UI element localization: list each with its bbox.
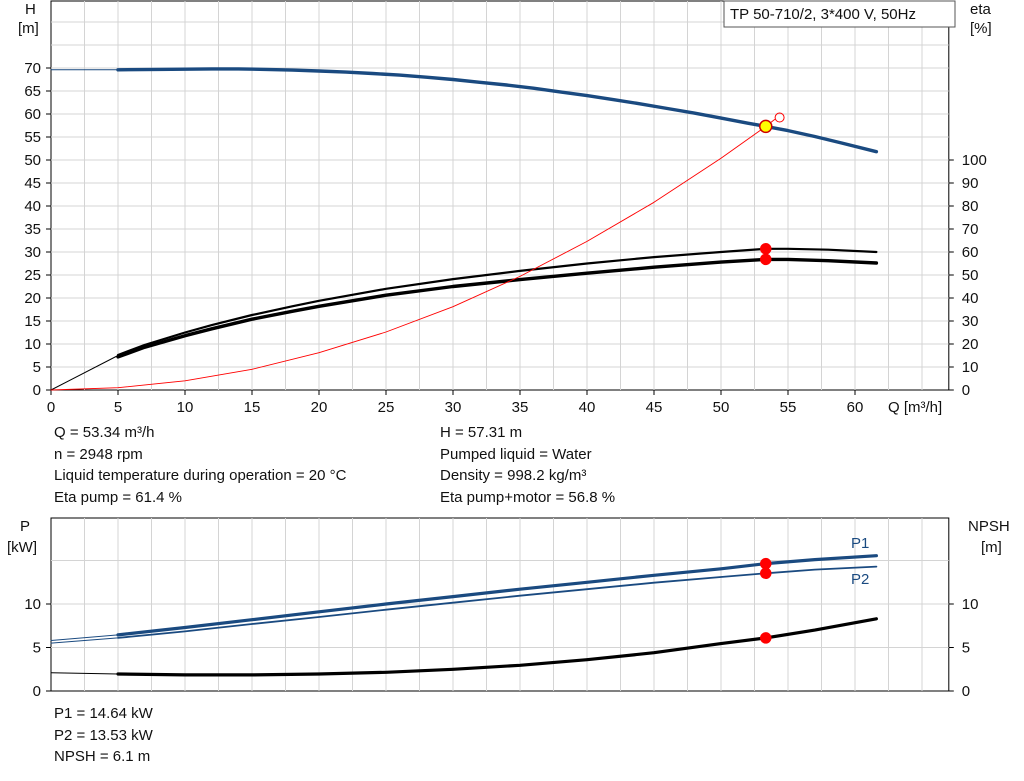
- y-tick-label-left: 10: [24, 336, 41, 353]
- series-line-system-curve: [50, 119, 776, 391]
- series-line-eta-total: [116, 257, 879, 359]
- x-tick-label: 55: [780, 399, 797, 416]
- y-tick-label-right: 30: [962, 313, 979, 330]
- x-tick-label: 25: [378, 399, 395, 416]
- x-tick-label: 0: [47, 399, 55, 416]
- y-axis-label-right-bottom: NPSH: [968, 518, 1010, 535]
- y-tick-label-left: 20: [24, 290, 41, 307]
- y-tick-label-left: 65: [24, 83, 41, 100]
- y-tick-label-left: 0: [33, 382, 41, 399]
- operating-point-bottom: [760, 557, 772, 570]
- series-line-eta-pump: [116, 247, 878, 357]
- y-tick-label-right: 0: [962, 382, 970, 399]
- y-tick-label-right-bottom: 0: [962, 683, 970, 700]
- y-tick-label-right: 60: [962, 244, 979, 261]
- y-tick-label-right: 90: [962, 175, 979, 192]
- y-tick-label-left: 55: [24, 129, 41, 146]
- series-line-P2-ext: [50, 637, 119, 644]
- y-tick-label-left: 70: [24, 60, 41, 77]
- readouts-bottom: P1 = 14.64 kW P2 = 13.53 kW NPSH = 6.1 m: [54, 703, 153, 768]
- operating-point-top: [760, 243, 772, 255]
- series-line-H: [116, 67, 879, 154]
- readout-speed: n = 2948 rpm: [54, 445, 143, 463]
- y-axis-label-right-bottom-unit: [m]: [981, 539, 1002, 556]
- y-tick-label-left: 60: [24, 106, 41, 123]
- y-tick-label-left: 40: [24, 198, 41, 215]
- y-tick-label-left-bottom: 5: [33, 640, 41, 657]
- y-tick-label-left: 25: [24, 267, 41, 284]
- y-axis-label-left-bottom: P: [20, 518, 30, 535]
- x-tick-label: 45: [646, 399, 663, 416]
- y-tick-label-left: 50: [24, 152, 41, 169]
- y-axis-label-left: H: [25, 1, 36, 18]
- title-box: [723, 0, 956, 28]
- x-tick-label: 35: [512, 399, 529, 416]
- series-line-eta-ext: [50, 355, 119, 391]
- y-tick-label-right: 70: [962, 221, 979, 238]
- y-tick-label-right-bottom: 5: [962, 640, 970, 657]
- y-tick-label-left: 5: [33, 359, 41, 376]
- series-label-p2: P2: [851, 571, 869, 588]
- series-line-P1-ext: [50, 634, 119, 641]
- y-tick-label-left: 35: [24, 221, 41, 238]
- readout-eta-pump: Eta pump = 61.4 %: [54, 488, 182, 506]
- y-tick-label-left: 30: [24, 244, 41, 261]
- y-tick-label-left-bottom: 0: [33, 683, 41, 700]
- x-tick-label: 50: [713, 399, 730, 416]
- y-tick-label-left: 15: [24, 313, 41, 330]
- readouts-top-right: H = 57.31 m Pumped liquid = Water Densit…: [440, 422, 615, 508]
- y-tick-label-left: 45: [24, 175, 41, 192]
- y-axis-label-right-unit: [%]: [970, 20, 992, 37]
- x-tick-label: 15: [244, 399, 261, 416]
- readout-density: Density = 998.2 kg/m³: [440, 467, 587, 484]
- x-tick-label: 5: [114, 399, 122, 416]
- operating-point-top: [760, 253, 772, 266]
- y-tick-label-left-bottom: 10: [24, 596, 41, 613]
- y-tick-label-right: 100: [962, 152, 987, 169]
- x-tick-label: 60: [847, 399, 864, 416]
- x-tick-label: 30: [445, 399, 462, 416]
- readout-liquid-temperature: Liquid temperature during operation = 20…: [54, 467, 347, 484]
- readouts-top-left: Q = 53.34 m³/h n = 2948 rpm Liquid tempe…: [54, 422, 346, 508]
- top-plot-frame: [50, 0, 950, 391]
- operating-point-bottom: [760, 567, 772, 580]
- x-axis-label: Q [m³/h]: [888, 399, 942, 416]
- readout-npsh: NPSH = 6.1 m: [54, 748, 151, 765]
- series-label-p1: P1: [851, 535, 869, 552]
- readout-pumped-liquid: Pumped liquid = Water: [440, 445, 592, 463]
- operating-point-top: [759, 119, 773, 134]
- series-line-NPSH: [116, 617, 878, 677]
- y-tick-label-right: 20: [962, 336, 979, 353]
- operating-point-bottom: [760, 632, 772, 644]
- system-curve-end-marker: [774, 112, 785, 123]
- x-tick-label: 20: [311, 399, 328, 416]
- x-tick-label: 40: [579, 399, 596, 416]
- y-axis-label-left-unit: [m]: [18, 20, 39, 37]
- y-axis-label-right: eta: [970, 1, 992, 18]
- readout-flow: Q = 53.34 m³/h: [54, 424, 155, 441]
- y-tick-label-right-bottom: 10: [962, 596, 979, 613]
- x-tick-label: 10: [177, 399, 194, 416]
- y-tick-label-right: 80: [962, 198, 979, 215]
- y-tick-label-right: 10: [962, 359, 979, 376]
- readout-eta-pump-motor: Eta pump+motor = 56.8 %: [440, 488, 616, 506]
- y-axis-label-left-bottom-unit: [kW]: [7, 539, 37, 556]
- readout-head: H = 57.31 m: [440, 424, 523, 441]
- series-line-NPSH-ext: [50, 672, 119, 675]
- chart-title: TP 50-710/2, 3*400 V, 50Hz: [730, 6, 916, 23]
- readout-p2: P2 = 13.53 kW: [54, 726, 153, 744]
- y-tick-label-right: 40: [962, 290, 979, 307]
- y-tick-label-right: 50: [962, 267, 979, 284]
- readout-p1: P1 = 14.64 kW: [54, 705, 153, 722]
